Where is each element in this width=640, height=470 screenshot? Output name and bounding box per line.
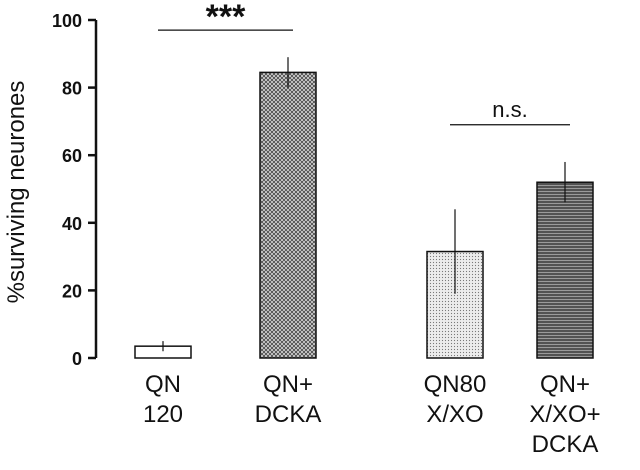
x-category-label: QN+ X/XO+ DCKA <box>529 371 600 458</box>
x-category-label-line: X/XO+ <box>529 401 600 428</box>
y-tick-label: 20 <box>62 281 82 301</box>
significance-label: *** <box>206 0 246 36</box>
x-category-label-line: 120 <box>143 401 183 428</box>
bars-group <box>134 57 594 359</box>
x-category-label-line: QN80 <box>424 371 487 398</box>
y-tick-label: 60 <box>62 146 82 166</box>
x-category-label-line: QN <box>145 371 181 398</box>
x-category-label-line: X/XO <box>426 401 483 428</box>
x-category-label: QN80 X/XO <box>424 371 487 428</box>
y-axis: 0 20 40 60 80 100 <box>52 11 98 369</box>
bar <box>259 71 317 359</box>
x-category-label-line: QN+ <box>263 371 313 398</box>
x-category-label-line: DCKA <box>532 431 599 458</box>
bar <box>536 181 594 359</box>
y-tick-label: 80 <box>62 79 82 99</box>
y-axis-title: %surviving neurones <box>3 81 30 304</box>
x-category-label-line: QN+ <box>540 371 590 398</box>
y-tick-label: 40 <box>62 214 82 234</box>
x-category-label-line: DCKA <box>255 401 322 428</box>
x-category-label: QN+ DCKA <box>255 371 322 428</box>
annotations-group: *** n.s. <box>158 0 570 126</box>
significance-label: n.s. <box>492 97 527 122</box>
y-tick-label: 100 <box>52 11 82 31</box>
x-category-label: QN 120 <box>143 371 183 428</box>
y-tick-label: 0 <box>72 349 82 369</box>
x-labels-group: QN 120 QN+ DCKA QN80 X/XO QN+ X/XO+ DCKA <box>143 371 601 458</box>
